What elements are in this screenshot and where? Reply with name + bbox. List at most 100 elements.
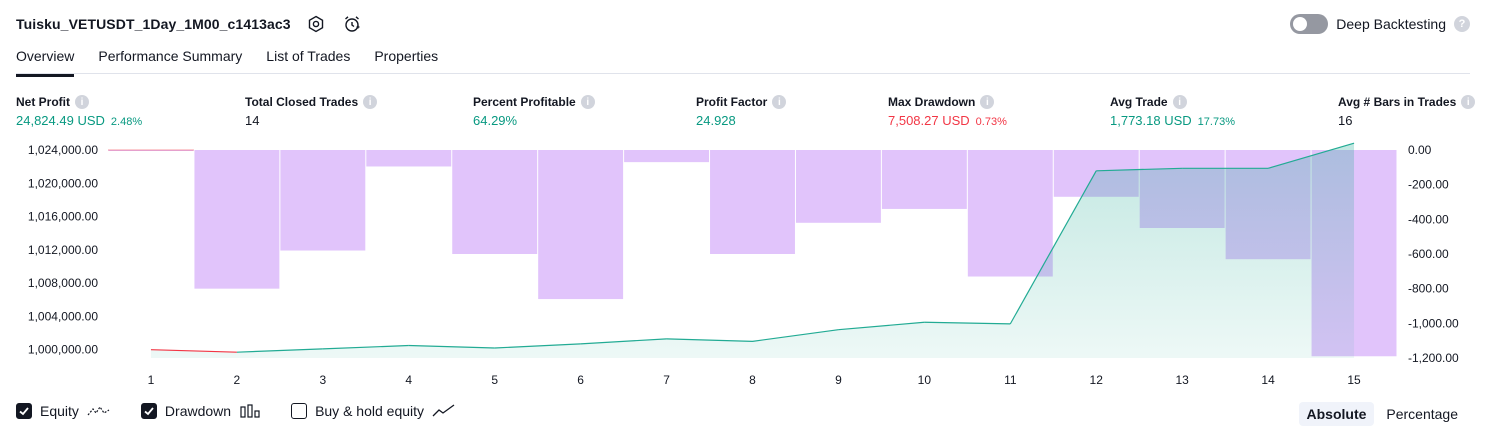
x-tick-label: 9 xyxy=(835,373,842,387)
metric-profit-factor: Profit Factor i 24.928 xyxy=(696,94,787,129)
drawdown-bar xyxy=(624,150,710,163)
metric-label: Profit Factor xyxy=(696,95,768,109)
equity-segment xyxy=(752,329,839,342)
equity-segment xyxy=(666,338,753,342)
x-tick-label: 6 xyxy=(577,373,584,387)
deep-backtesting-control: Deep Backtesting ? xyxy=(1290,12,1470,36)
legend-equity-label: Equity xyxy=(40,403,79,419)
absolute-button[interactable]: Absolute xyxy=(1298,402,1375,426)
y-right-tick-label: -600.00 xyxy=(1408,247,1449,261)
y-axis-right: 0.00 -200.00 -400.00 -600.00 -800.00 -1,000.0… xyxy=(1408,143,1459,365)
metric-label: Max Drawdown xyxy=(888,95,976,109)
x-tick-label: 14 xyxy=(1261,373,1275,387)
tab-properties[interactable]: Properties xyxy=(374,48,439,64)
x-tick-label: 13 xyxy=(1175,373,1189,387)
tab-list-of-trades[interactable]: List of Trades xyxy=(266,48,351,64)
metric-label: Avg Trade xyxy=(1110,95,1168,109)
x-tick-label: 11 xyxy=(1004,373,1017,387)
legend-drawdown[interactable]: Drawdown xyxy=(140,403,261,419)
equity-segment xyxy=(494,343,581,349)
y-axis-left: 1,024,000.00 1,020,000.00 1,016,000.00 1,01… xyxy=(28,143,98,357)
equity-segment xyxy=(408,344,495,349)
legend-buy-hold[interactable]: Buy & hold equity xyxy=(291,403,456,419)
percentage-button[interactable]: Percentage xyxy=(1386,406,1458,422)
drawdown-bar xyxy=(538,150,624,300)
equity-drawdown-chart[interactable]: 1,024,000.00 1,020,000.00 1,016,000.00 1,01… xyxy=(0,140,1486,398)
drawdown-bar xyxy=(194,150,280,289)
y-right-tick-label: -200.00 xyxy=(1408,178,1449,192)
y-left-tick-label: 1,024,000.00 xyxy=(28,143,98,157)
equity-segment xyxy=(322,344,409,350)
equity-segment xyxy=(150,349,237,353)
y-left-tick-label: 1,012,000.00 xyxy=(28,243,98,257)
equity-segment xyxy=(1267,142,1355,169)
settings-icon[interactable] xyxy=(305,13,327,35)
y-left-tick-label: 1,016,000.00 xyxy=(28,210,98,224)
metric-avg-bars-in-trades: Avg # Bars in Trades i 16 xyxy=(1338,94,1476,129)
metric-percent: 0.73% xyxy=(975,116,1007,128)
metric-label: Net Profit xyxy=(16,95,70,109)
equity-area xyxy=(150,143,1355,358)
metric-total-closed-trades: Total Closed Trades i 14 xyxy=(245,94,378,129)
metric-value: 64.29% xyxy=(473,113,518,128)
equity-checkbox[interactable] xyxy=(16,403,32,419)
metric-percent: 17.73% xyxy=(1197,116,1235,128)
tab-performance-summary[interactable]: Performance Summary xyxy=(98,48,243,64)
help-icon[interactable]: ? xyxy=(1454,16,1470,32)
toggle-knob xyxy=(1293,17,1308,31)
chart-legend: Equity Drawdown Buy & hold equity xyxy=(16,403,456,419)
metric-label: Avg # Bars in Trades xyxy=(1338,95,1457,109)
x-axis: 1 2 3 4 5 6 7 8 9 10 11 12 13 14 15 xyxy=(148,373,1361,387)
y-right-tick-label: -1,200.00 xyxy=(1408,351,1459,365)
metric-percent: 2.48% xyxy=(110,116,143,128)
x-tick-label: 2 xyxy=(234,373,241,387)
info-icon[interactable]: i xyxy=(1461,95,1476,109)
x-tick-label: 5 xyxy=(491,373,498,387)
metric-value: 16 xyxy=(1338,113,1353,128)
info-icon[interactable]: i xyxy=(980,95,995,109)
alarm-clock-icon[interactable] xyxy=(341,13,363,35)
equity-segment xyxy=(580,338,667,345)
deep-backtesting-label: Deep Backtesting xyxy=(1336,16,1446,32)
equity-segment xyxy=(924,321,1011,325)
drawdown-bar xyxy=(795,150,881,223)
metric-percent-profitable: Percent Profitable i 64.29% xyxy=(473,94,595,129)
equity-segment xyxy=(1009,170,1097,325)
info-icon[interactable]: i xyxy=(1172,95,1187,109)
drawdown-bar xyxy=(452,150,538,254)
metric-label: Total Closed Trades xyxy=(245,95,359,109)
info-icon[interactable]: i xyxy=(772,95,787,109)
x-tick-label: 12 xyxy=(1090,373,1104,387)
legend-equity[interactable]: Equity xyxy=(16,403,111,419)
drawdown-bar xyxy=(710,150,795,254)
info-icon[interactable]: i xyxy=(75,95,89,109)
buy-hold-checkbox[interactable] xyxy=(291,403,308,419)
legend-buy-hold-label: Buy & hold equity xyxy=(315,403,425,419)
tab-overview[interactable]: Overview xyxy=(16,46,75,77)
drawdown-bars-icon xyxy=(240,404,260,418)
metric-avg-trade: Avg Trade i 1,773.18 USD 17.73% xyxy=(1110,94,1235,129)
x-tick-label: 1 xyxy=(148,373,155,387)
drawdown-checkbox[interactable] xyxy=(140,403,157,419)
info-icon[interactable]: i xyxy=(363,95,378,109)
tab-bar: Overview Performance Summary List of Tra… xyxy=(16,46,438,77)
x-tick-label: 15 xyxy=(1347,373,1361,387)
drawdown-bar xyxy=(280,150,366,251)
y-right-tick-label: -1,000.00 xyxy=(1408,316,1459,330)
deep-backtesting-toggle[interactable] xyxy=(1290,14,1329,34)
metric-value: 14 xyxy=(245,113,260,128)
metric-value: 7,508.27 USD xyxy=(888,113,970,128)
buy-hold-line-icon xyxy=(432,404,455,417)
x-tick-label: 10 xyxy=(918,373,932,387)
metric-value: 24.928 xyxy=(696,113,736,128)
mode-switch: Absolute Percentage xyxy=(1298,402,1467,426)
y-left-tick-label: 1,020,000.00 xyxy=(28,176,98,190)
y-left-tick-label: 1,008,000.00 xyxy=(28,276,98,290)
y-left-tick-label: 1,000,000.00 xyxy=(28,343,98,357)
info-icon[interactable]: i xyxy=(580,95,595,109)
equity-segment xyxy=(236,348,323,353)
metric-max-drawdown: Max Drawdown i 7,508.27 USD 0.73% xyxy=(888,94,1007,129)
x-tick-label: 3 xyxy=(319,373,326,387)
y-right-tick-label: -800.00 xyxy=(1408,282,1449,296)
x-tick-label: 8 xyxy=(749,373,756,387)
